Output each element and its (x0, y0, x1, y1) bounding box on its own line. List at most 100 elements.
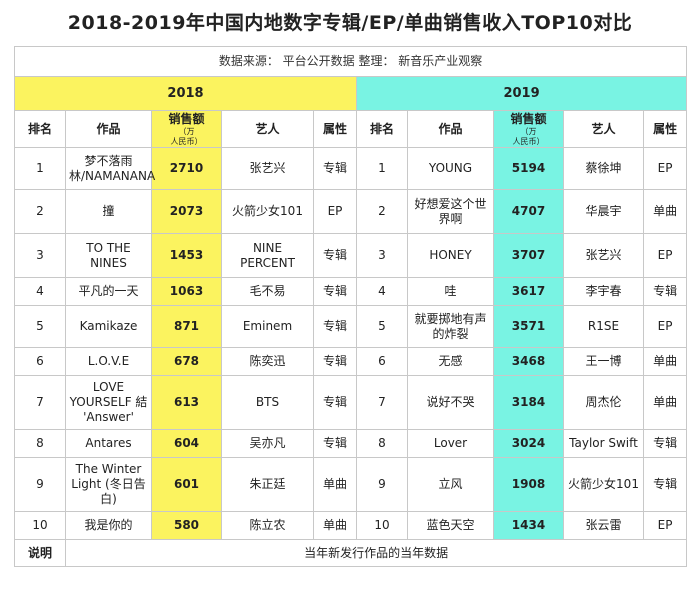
cell-artist-2018: 火箭少女101 (221, 189, 314, 234)
cell-type-2018: EP (313, 189, 357, 234)
cell-work-2018: 我是你的 (65, 511, 152, 540)
table-row: 5 Kamikaze 871 Eminem 专辑 5 就要掷地有声的炸裂 3571 R1SE EP (14, 305, 688, 348)
cell-rank-2018: 10 (14, 511, 66, 540)
header-rank: 排名 (356, 110, 408, 148)
cell-rank-2019: 4 (356, 277, 408, 306)
cell-work-2019: 好想爱这个世界啊 (407, 189, 494, 234)
cell-rank-2018: 2 (14, 189, 66, 234)
cell-work-2018: Antares (65, 429, 152, 458)
cell-type-2018: 专辑 (313, 277, 357, 306)
cell-work-2018: LOVE YOURSELF 結 'Answer' (65, 375, 152, 430)
header-sales: 销售额（万 人民币） (151, 110, 222, 148)
cell-type-2018: 单曲 (313, 511, 357, 540)
cell-artist-2019: 李宇春 (563, 277, 644, 306)
cell-type-2018: 专辑 (313, 305, 357, 348)
cell-rank-2019: 9 (356, 457, 408, 512)
note-label: 说明 (14, 539, 66, 567)
cell-type-2018: 专辑 (313, 233, 357, 278)
cell-artist-2019: R1SE (563, 305, 644, 348)
cell-artist-2018: 陈奕迅 (221, 347, 314, 376)
page-title: 2018-2019年中国内地数字专辑/EP/单曲销售收入TOP10对比 (67, 12, 633, 34)
cell-artist-2019: 华晨宇 (563, 189, 644, 234)
cell-work-2019: 无感 (407, 347, 494, 376)
cell-type-2018: 单曲 (313, 457, 357, 512)
header-sales-label: 销售额 (168, 111, 205, 126)
header-type: 属性 (313, 110, 357, 148)
cell-type-2018: 专辑 (313, 347, 357, 376)
cell-sales-2019: 1908 (493, 457, 564, 512)
cell-work-2018: Kamikaze (65, 305, 152, 348)
cell-type-2019: EP (642, 233, 688, 278)
cell-rank-2018: 3 (14, 233, 66, 278)
table-row: 4 平凡的一天 1063 毛不易 专辑 4 哇 3617 李宇春 专辑 (14, 277, 688, 306)
cell-work-2019: 蓝色天空 (407, 511, 494, 540)
cell-artist-2019: 周杰伦 (563, 375, 644, 430)
table-row: 8 Antares 604 吴亦凡 专辑 8 Lover 3024 Taylor Swift 专辑 (14, 429, 688, 458)
cell-rank-2019: 7 (356, 375, 408, 430)
cell-sales-2019: 3617 (493, 277, 564, 306)
cell-artist-2019: 蔡徐坤 (563, 147, 644, 190)
cell-sales-2018: 1063 (151, 277, 222, 306)
cell-type-2018: 专辑 (313, 147, 357, 190)
cell-rank-2018: 6 (14, 347, 66, 376)
cell-artist-2018: BTS (221, 375, 314, 430)
cell-artist-2019: 火箭少女101 (563, 457, 644, 512)
header-work: 作品 (407, 110, 494, 148)
cell-sales-2018: 604 (151, 429, 222, 458)
cell-work-2019: 就要掷地有声的炸裂 (407, 305, 494, 348)
header-work: 作品 (65, 110, 152, 148)
header-sales-unit: （万 人民币） (170, 126, 203, 146)
cell-work-2018: L.O.V.E (65, 347, 152, 376)
cell-sales-2018: 678 (151, 347, 222, 376)
cell-work-2019: 立风 (407, 457, 494, 512)
year-header-2018: 2018 (14, 76, 357, 111)
cell-work-2019: HONEY (407, 233, 494, 278)
cell-artist-2018: NINE PERCENT (221, 233, 314, 278)
header-type: 属性 (642, 110, 688, 148)
cell-type-2019: EP (642, 305, 688, 348)
cell-type-2019: 专辑 (642, 277, 688, 306)
cell-work-2018: TO THE NINES (65, 233, 152, 278)
cell-sales-2018: 2073 (151, 189, 222, 234)
cell-artist-2019: 张艺兴 (563, 233, 644, 278)
table-row: 9 The Winter Light (冬日告白) 601 朱正廷 单曲 9 立风 1908 火… (14, 457, 688, 512)
cell-rank-2019: 8 (356, 429, 408, 458)
cell-work-2019: YOUNG (407, 147, 494, 190)
cell-rank-2018: 9 (14, 457, 66, 512)
cell-sales-2019: 3707 (493, 233, 564, 278)
cell-type-2019: 单曲 (642, 375, 688, 430)
header-sales-unit: （万 人民币） (512, 126, 545, 146)
cell-type-2019: 专辑 (642, 457, 688, 512)
cell-sales-2018: 2710 (151, 147, 222, 190)
header-sales-label: 销售额 (510, 111, 547, 126)
cell-sales-2019: 3184 (493, 375, 564, 430)
table-row: 1 梦不落雨林/NAMANANA 2710 张艺兴 专辑 1 YOUNG 5194 蔡徐坤 EP (14, 147, 688, 190)
cell-rank-2019: 10 (356, 511, 408, 540)
cell-type-2019: EP (642, 511, 688, 540)
year-header-2019: 2019 (355, 76, 688, 111)
cell-work-2019: Lover (407, 429, 494, 458)
header-artist: 艺人 (221, 110, 314, 148)
cell-sales-2019: 3024 (493, 429, 564, 458)
cell-type-2018: 专辑 (313, 375, 357, 430)
cell-sales-2018: 580 (151, 511, 222, 540)
cell-type-2019: EP (642, 147, 688, 190)
cell-rank-2019: 2 (356, 189, 408, 234)
table-row: 10 我是你的 580 陈立农 单曲 10 蓝色天空 1434 张云雷 EP (14, 511, 688, 540)
cell-rank-2018: 1 (14, 147, 66, 190)
column-header-row: 排名 作品 销售额（万 人民币） 艺人 属性 排名 作品 销售额（万 人民币） 艺人… (14, 110, 688, 148)
cell-rank-2019: 1 (356, 147, 408, 190)
table-row: 7 LOVE YOURSELF 結 'Answer' 613 BTS 专辑 7 说好不哭 31… (14, 375, 688, 430)
cell-sales-2019: 3468 (493, 347, 564, 376)
cell-sales-2018: 871 (151, 305, 222, 348)
data-source: 数据来源： 平台公开数据 整理： 新音乐产业观察 (13, 46, 688, 77)
header-rank: 排名 (14, 110, 66, 148)
cell-artist-2019: 王一博 (563, 347, 644, 376)
cell-work-2018: 梦不落雨林/NAMANANA (65, 147, 155, 190)
cell-sales-2018: 1453 (151, 233, 222, 278)
cell-sales-2019: 1434 (493, 511, 564, 540)
cell-rank-2018: 5 (14, 305, 66, 348)
cell-work-2019: 说好不哭 (407, 375, 494, 430)
cell-rank-2018: 4 (14, 277, 66, 306)
cell-artist-2018: 张艺兴 (221, 147, 314, 190)
